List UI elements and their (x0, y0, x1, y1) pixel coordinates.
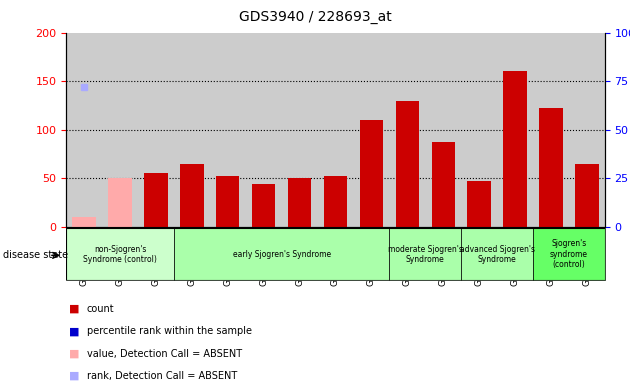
Bar (503, 71, 527, 227)
Text: count: count (87, 304, 115, 314)
Bar (539, 108, 563, 227)
Text: ■: ■ (69, 371, 80, 381)
Bar (324, 176, 347, 227)
Text: ■: ■ (69, 304, 80, 314)
Text: moderate Sjogren's
Syndrome: moderate Sjogren's Syndrome (388, 245, 462, 264)
Bar (575, 164, 598, 227)
Text: disease state: disease state (3, 250, 68, 260)
Text: early Sjogren's Syndrome: early Sjogren's Syndrome (232, 250, 331, 259)
Text: rank, Detection Call = ABSENT: rank, Detection Call = ABSENT (87, 371, 237, 381)
Bar (461, 228, 533, 280)
Text: non-Sjogren's
Syndrome (control): non-Sjogren's Syndrome (control) (83, 245, 157, 264)
Bar (288, 178, 311, 227)
Bar (389, 228, 461, 280)
Text: advanced Sjogren's
Syndrome: advanced Sjogren's Syndrome (459, 245, 535, 264)
Bar (533, 228, 605, 280)
Text: Sjogren's
syndrome
(control): Sjogren's syndrome (control) (550, 240, 588, 269)
Bar (467, 181, 491, 227)
Bar (396, 101, 419, 227)
Bar (72, 217, 96, 227)
Text: ■: ■ (69, 349, 80, 359)
Bar (174, 228, 389, 280)
Text: ■: ■ (69, 326, 80, 336)
Bar (216, 176, 239, 227)
Bar (66, 228, 174, 280)
Bar (180, 164, 203, 227)
Bar (252, 184, 275, 227)
Text: percentile rank within the sample: percentile rank within the sample (87, 326, 252, 336)
Text: value, Detection Call = ABSENT: value, Detection Call = ABSENT (87, 349, 242, 359)
Text: GDS3940 / 228693_at: GDS3940 / 228693_at (239, 10, 391, 23)
Bar (360, 120, 383, 227)
Bar (432, 142, 455, 227)
Bar (144, 173, 168, 227)
Bar (108, 178, 132, 227)
